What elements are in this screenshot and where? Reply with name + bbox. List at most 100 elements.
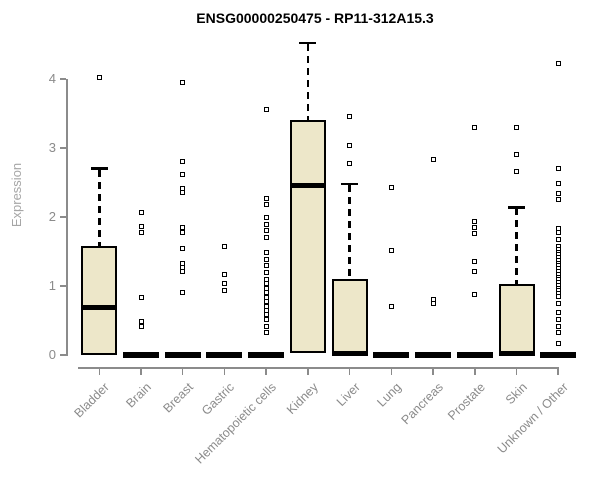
outlier-point (180, 290, 186, 296)
outlier-point (472, 231, 478, 237)
outlier-point (263, 289, 269, 295)
outlier-point (388, 184, 394, 190)
outlier-point (180, 269, 186, 274)
outlier-point (221, 244, 227, 250)
median-line (289, 182, 326, 188)
outlier-point (555, 316, 561, 322)
outlier-point (555, 329, 561, 335)
outlier-point (472, 259, 478, 265)
outlier-point (138, 319, 144, 325)
outlier-point (514, 152, 519, 158)
outlier-point (138, 324, 144, 330)
y-tick-label: 1 (48, 278, 56, 293)
y-axis-tick (60, 285, 66, 287)
x-axis-tick (515, 367, 518, 375)
outlier-point (347, 113, 353, 119)
outlier-point (430, 157, 436, 163)
outlier-point (472, 292, 478, 298)
outlier-point (555, 293, 561, 299)
whisker-cap (341, 182, 359, 186)
whisker-cap (508, 206, 525, 209)
outlier-point (263, 215, 269, 221)
y-axis-line (66, 78, 68, 356)
box-zero-bar (206, 352, 243, 358)
whisker-cap (90, 167, 108, 170)
outlier-point (263, 256, 269, 262)
outlier-point (263, 262, 269, 268)
outlier-point (263, 202, 269, 208)
x-axis-line (78, 367, 558, 369)
outlier-point (180, 229, 186, 235)
outlier-point (263, 106, 269, 112)
y-axis-tick (60, 78, 66, 80)
outlier-point (263, 317, 269, 323)
outlier-point (263, 323, 269, 329)
outlier-point (263, 228, 269, 234)
outlier-point (514, 125, 519, 131)
box-zero-bar (456, 352, 493, 358)
outlier-point (180, 245, 186, 251)
outlier-point (263, 222, 269, 228)
outlier-point (221, 281, 227, 287)
outlier-point (555, 340, 561, 346)
outlier-point (430, 300, 436, 306)
outlier-point (555, 309, 561, 315)
x-axis-tick (307, 367, 309, 375)
box-zero-bar (373, 352, 410, 358)
outlier-point (388, 247, 394, 253)
outlier-point (263, 329, 269, 335)
outlier-point (347, 161, 353, 167)
outlier-point (138, 224, 144, 230)
x-axis-tick (474, 367, 476, 375)
outlier-point (138, 294, 144, 300)
outlier-point (555, 180, 561, 186)
outlier-point (514, 168, 519, 174)
outlier-point (555, 197, 561, 203)
whisker-cap (299, 41, 317, 45)
whisker-line (348, 184, 351, 280)
outlier-point (472, 218, 478, 224)
box-zero-bar (540, 352, 577, 358)
outlier-point (555, 60, 561, 66)
outlier-point (472, 224, 478, 230)
outlier-point (263, 269, 269, 275)
outlier-point (263, 195, 269, 201)
outlier-point (388, 304, 394, 310)
outlier-point (96, 75, 102, 81)
outlier-point (555, 230, 561, 236)
outlier-point (221, 287, 227, 293)
outlier-point (263, 250, 269, 256)
outlier-point (263, 234, 269, 240)
y-tick-label: 4 (48, 71, 56, 86)
y-axis-tick (60, 354, 66, 356)
whisker-line (515, 208, 518, 284)
outlier-point (472, 125, 478, 131)
y-tick-label: 0 (48, 347, 56, 362)
outlier-point (263, 298, 269, 304)
outlier-point (555, 165, 561, 171)
outlier-point (555, 191, 561, 197)
outlier-point (555, 323, 561, 329)
outlier-point (221, 272, 227, 278)
x-axis-tick (140, 367, 142, 375)
median-line (331, 351, 368, 357)
x-axis-tick (348, 367, 351, 375)
outlier-point (138, 230, 144, 236)
y-axis-tick (60, 147, 66, 149)
box (289, 120, 326, 353)
box (331, 279, 368, 355)
x-axis-tick (265, 367, 267, 375)
x-axis-tick (181, 367, 184, 375)
x-axis-tick (98, 367, 101, 375)
box-zero-bar (248, 352, 285, 358)
outlier-point (180, 189, 186, 195)
x-axis-tick (223, 367, 226, 375)
outlier-point (347, 142, 353, 148)
box (498, 283, 535, 355)
outlier-point (555, 237, 561, 243)
whisker-line (98, 169, 101, 246)
outlier-point (180, 159, 186, 165)
outlier-point (555, 300, 561, 306)
outlier-point (263, 311, 269, 317)
